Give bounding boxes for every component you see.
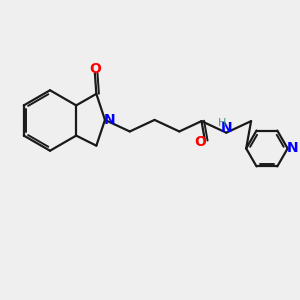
Text: N: N <box>287 142 298 155</box>
Text: N: N <box>220 121 232 134</box>
Text: O: O <box>89 62 101 76</box>
Text: N: N <box>104 113 116 127</box>
Text: H: H <box>218 118 226 128</box>
Text: O: O <box>194 135 206 149</box>
